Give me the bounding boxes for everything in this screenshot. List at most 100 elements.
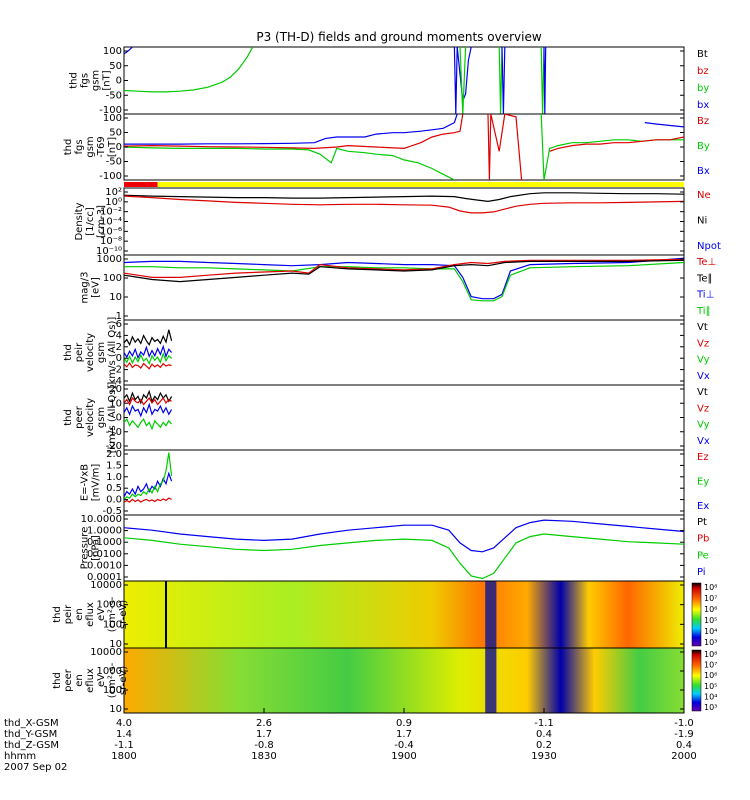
- series-line-by: [459, 47, 467, 114]
- colorbar-tick-label: 10³: [704, 638, 717, 647]
- y-axis-label-line: eV: [96, 674, 107, 687]
- y-axis-label-line: thd: [63, 409, 74, 426]
- series-line-Ni: [124, 192, 684, 203]
- spectrogram-dropout: [485, 648, 497, 713]
- series-line-Vt: [124, 389, 173, 405]
- legend-item: Ti⊥: [696, 290, 714, 301]
- y-axis-label-line: peer: [74, 405, 85, 429]
- series-line-By: [124, 146, 455, 180]
- y-axis-label-line: thd: [63, 139, 74, 156]
- y-axis-label-line: en: [74, 674, 85, 687]
- legend-item: Vy: [697, 355, 710, 366]
- x-tick-label: -0.8: [254, 740, 274, 751]
- x-tick-label: -1.1: [534, 718, 554, 729]
- y-axis-label-line: gsm: [96, 407, 107, 428]
- y-axis-label-line: thd: [69, 72, 80, 89]
- colorbar-tick-label: 10³: [704, 703, 717, 712]
- x-tick-label: 4.0: [116, 718, 132, 729]
- colorbar-tick-label: 10⁵: [704, 616, 717, 625]
- y-axis-label: E=-VxB[mV/m]: [80, 464, 102, 502]
- x-tick-label: 0.9: [396, 718, 412, 729]
- colorbar-tick-label: 10⁷: [704, 661, 717, 670]
- y-axis-label-line: [eV]: [91, 277, 102, 298]
- colorbar: [691, 582, 702, 647]
- legend-item: bx: [697, 100, 709, 111]
- status-bar-segment: [157, 182, 685, 187]
- series-line-Bz: [124, 114, 464, 150]
- y-axis-label-line: peir: [63, 604, 74, 624]
- y-axis-label-line: E=-VxB: [80, 464, 91, 501]
- y-tick-label: 10: [109, 398, 122, 409]
- y-axis-label-line: en: [74, 608, 85, 621]
- legend-item: Npot: [697, 241, 721, 252]
- y-tick-label: 0.0: [106, 495, 122, 506]
- x-tick-label: -0.4: [394, 740, 414, 751]
- y-axis-label: thdpeerenefluxeV(cm²-s-sr-eV): [52, 662, 129, 698]
- series-line-Te⊥: [124, 258, 684, 278]
- spectrogram-image: [124, 581, 684, 648]
- y-tick-label: 0: [116, 76, 122, 87]
- series-line-Bz: [487, 114, 525, 180]
- y-axis-label-line: sr-eV): [118, 666, 129, 695]
- y-tick-label: 10: [109, 704, 122, 715]
- y-tick-label: 100: [103, 619, 122, 630]
- y-tick-label: -0.5: [102, 506, 122, 517]
- y-tick-label: 1000: [97, 254, 122, 265]
- y-axis-label: thdfgsgsm-T69[nT]: [63, 136, 118, 158]
- panel-frame: [123, 46, 685, 115]
- panel-frame: [123, 449, 685, 516]
- y-tick-label: 10²: [105, 187, 122, 198]
- y-tick-label: 10.0000: [81, 514, 122, 525]
- x-tick-label: 2000: [671, 751, 696, 762]
- series-line-by: [498, 47, 503, 114]
- series-line-Vz: [124, 361, 172, 370]
- y-tick-label: 10: [109, 639, 122, 650]
- y-tick-label: 0.0100: [87, 549, 122, 560]
- legend-item: Ex: [697, 501, 709, 512]
- y-tick-label: 1.0000: [87, 526, 122, 537]
- y-tick-label: 10⁻⁴: [100, 217, 122, 228]
- y-axis-label-line: Pressure: [80, 527, 91, 570]
- y-axis-label-line: velocity: [85, 398, 96, 437]
- y-axis-label: thdfgsgsm[nT]: [69, 70, 113, 91]
- y-tick-label: 2.0: [106, 449, 122, 460]
- y-axis-label-line: [km/s (All Qs)]: [107, 317, 118, 389]
- spectrogram-image: [124, 648, 684, 713]
- y-tick-label: 10⁻⁸: [100, 236, 122, 247]
- panel-1: 100 50 0 -50 -100 thdfgsgsm[nT] Bt bz by bx: [69, 46, 710, 116]
- y-tick-label: 0: [116, 413, 122, 424]
- y-tick-label: 50: [109, 61, 122, 72]
- legend-item: Vt: [697, 322, 708, 333]
- panel-frame: [123, 384, 685, 451]
- y-tick-label: 100: [103, 46, 122, 57]
- legend-item: Pe: [697, 550, 709, 561]
- x-tick-label: 2.6: [256, 718, 272, 729]
- y-tick-label: 0: [116, 142, 122, 153]
- y-tick-label: 100: [103, 113, 122, 124]
- y-axis-label-line: peir: [74, 342, 85, 362]
- x-axis-row-label: thd_X-GSM: [4, 718, 59, 729]
- series-line-Ti∥: [124, 261, 684, 302]
- x-tick-label: 1830: [251, 751, 276, 762]
- y-tick-label: 10000: [90, 580, 122, 591]
- x-axis-row-label: thd_Y-GSM: [4, 729, 57, 740]
- y-axis-label-line: thd: [52, 672, 63, 689]
- y-axis-label-line: [1/cc]: [85, 207, 96, 236]
- panel-10: 10⁸10⁷10⁶10⁵10⁴10³10000100010010thdpeere…: [52, 647, 717, 715]
- legend-item: Vt: [697, 387, 708, 398]
- series-line-Vt: [124, 329, 173, 347]
- y-tick-label: 10⁰: [105, 197, 122, 208]
- x-tick-label: 1.7: [256, 729, 272, 740]
- legend-item: Pi: [697, 567, 706, 578]
- series-line-bx: [543, 47, 547, 114]
- y-axis-label-line: gsm: [91, 70, 102, 91]
- y-axis-label-line: -T69: [96, 136, 107, 158]
- y-tick-label: -10: [106, 427, 122, 438]
- y-axis-label: thdpeervelocitygsm[km/s (All Qs)]: [63, 382, 118, 454]
- y-axis-label: thdpeirvelocitygsm[km/s (All Qs)]: [63, 317, 118, 389]
- y-tick-label: -2: [112, 365, 122, 376]
- series-line-Vz: [124, 396, 172, 406]
